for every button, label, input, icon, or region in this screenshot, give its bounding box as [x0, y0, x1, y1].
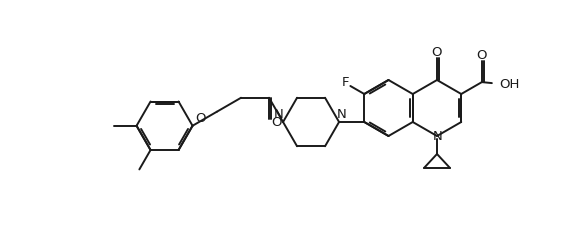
Text: O: O: [476, 49, 487, 62]
Text: N: N: [337, 108, 347, 120]
Text: O: O: [271, 116, 281, 129]
Text: O: O: [195, 112, 206, 125]
Text: N: N: [274, 108, 284, 120]
Text: O: O: [432, 46, 442, 59]
Text: N: N: [433, 130, 443, 144]
Text: F: F: [342, 76, 349, 89]
Text: OH: OH: [499, 78, 519, 91]
